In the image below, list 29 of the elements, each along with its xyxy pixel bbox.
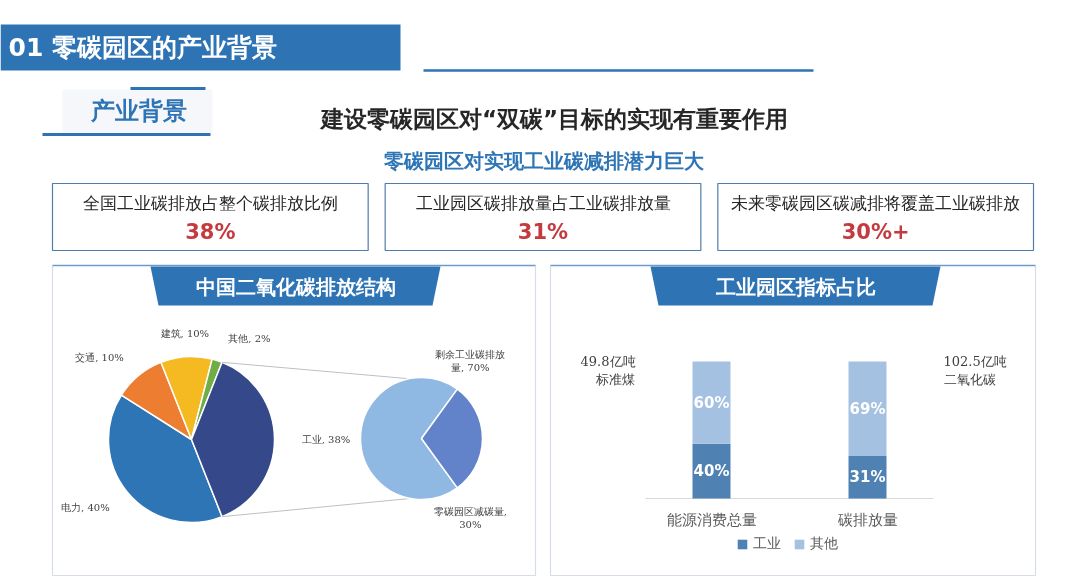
chart-title: 工业园区指标占比	[714, 274, 876, 299]
legend-label: 工业	[753, 535, 781, 553]
text: 建设零碳园区对“双碳”目标的实现有重要作用	[318, 105, 789, 132]
data-label: 工业, 38%	[301, 434, 351, 445]
text: 49.8亿吨标准煤	[580, 353, 636, 387]
text: 零碳园区对实现工业碳减排潜力巨大	[383, 148, 705, 173]
text: 38%	[185, 219, 236, 244]
text: 产业背景	[89, 96, 187, 125]
x-tick-label: 碳排放量	[836, 510, 898, 529]
text: 102.5亿吨二氧化碳	[943, 353, 1007, 387]
text: 01 零碳园区的产业背景	[8, 33, 277, 62]
text: 全国工业碳排放占整个碳排放比例	[82, 192, 338, 213]
data-label: 60%	[693, 393, 730, 412]
data-label: 其他, 2%	[228, 332, 271, 344]
data-label: 交通, 10%	[75, 352, 124, 364]
data-label: 建筑, 10%	[159, 327, 210, 339]
data-label: 零碳园区减碳量, 30%	[433, 505, 507, 530]
text: 未来零碳园区碳减排将覆盖工业碳排放	[731, 192, 1021, 213]
chart-title: 中国二氧化碳排放结构	[195, 274, 396, 299]
legend-label: 其他	[810, 535, 838, 553]
data-label: 69%	[849, 399, 886, 418]
text: 工业园区碳排放量占工业碳排放量	[415, 192, 671, 213]
data-label: 电力, 40%	[61, 501, 110, 513]
data-label: 剩余工业碳排放量, 70%	[435, 349, 506, 374]
text: 30%+	[841, 219, 910, 244]
data-label: 40%	[693, 462, 730, 481]
text: 31%	[517, 219, 569, 244]
x-tick-label: 能源消费总量	[666, 510, 757, 529]
data-label: 31%	[849, 468, 886, 487]
